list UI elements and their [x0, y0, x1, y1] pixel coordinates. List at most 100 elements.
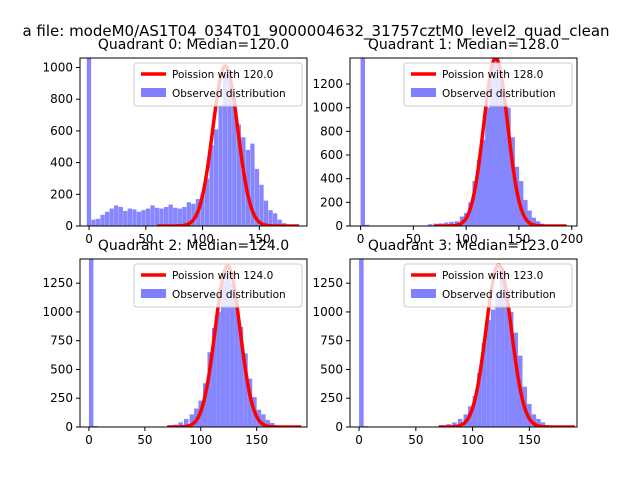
- quadrant-2-histogram-bar: [178, 422, 183, 427]
- quadrant-1-x-tick-label: 150: [507, 232, 530, 246]
- quadrant-2-title: Quadrant 2: Median=124.0: [98, 238, 289, 254]
- quadrant-2-chart: 0 50 100 150 0 250 500 750 1000 1250 Quadrant 2: M…: [42, 238, 308, 447]
- quadrant-3-histogram-bar: [477, 372, 482, 427]
- quadrant-1-histogram-bar: [472, 181, 477, 226]
- quadrant-1-axes-frame: [349, 57, 578, 227]
- quadrant-1-x-tick-label: 0: [357, 232, 365, 246]
- quadrant-2-y-tick-label: 0: [65, 420, 73, 434]
- quadrant-0-histogram-bar: [150, 205, 155, 226]
- quadrant-2-histogram-bar: [207, 352, 212, 427]
- quadrant-0-histogram-bar: [168, 204, 173, 226]
- quadrant-0-histogram-bar: [104, 211, 110, 226]
- quadrant-0-legend-observed-label: Observed distribution: [172, 88, 286, 100]
- quadrant-1-histogram-bar: [364, 224, 370, 226]
- quadrant-0-histogram-bar: [182, 206, 187, 226]
- quadrant-2-y-tick-label: 250: [50, 391, 73, 405]
- quadrant-3-histogram-bar: [452, 422, 457, 427]
- quadrant-1-histogram-bar: [449, 221, 454, 226]
- quadrant-1-histogram-bar: [360, 58, 365, 226]
- quadrant-2-histogram-bar: [211, 328, 217, 427]
- quadrant-1-legend-observed-label: Observed distribution: [442, 88, 556, 100]
- quadrant-2-y-tick-label: 500: [50, 362, 73, 376]
- quadrant-1-y-tick-label: 1200: [312, 77, 343, 91]
- quadrant-1-y-tick-label: 0: [335, 219, 343, 233]
- quadrant-1-y-tick-label: 800: [320, 124, 343, 138]
- quadrant-3-histogram-bar: [481, 343, 487, 427]
- quadrant-2-histogram-bar: [203, 383, 208, 427]
- quadrant-3-y-tick-label: 0: [335, 420, 343, 434]
- quadrant-1-legend-poisson-label: Poission with 128.0: [442, 69, 543, 81]
- quadrant-3-y-tick-label: 1000: [312, 305, 343, 319]
- quadrant-0-histogram-bar: [114, 205, 119, 226]
- quadrant-0-y-tick-label: 1000: [42, 61, 73, 75]
- quadrant-2-histogram-bar: [229, 283, 235, 427]
- quadrant-1-histogram-bar: [480, 139, 486, 226]
- quadrant-0-histogram-bar: [254, 168, 260, 226]
- quadrant-1-chart: 0 50 100 150 200 0 200 400 600 800 1000 1200 Quadran…: [312, 37, 583, 246]
- quadrant-3-legend-observed-label: Observed distribution: [442, 289, 556, 301]
- quadrant-0-legend: Poission with 120.0 Observed distribution: [133, 62, 303, 107]
- quadrant-3-histogram-bar: [495, 292, 500, 427]
- quadrant-2-legend-box: [133, 263, 303, 308]
- quadrant-1-histogram-bar: [485, 107, 490, 226]
- quadrant-0-histogram-bar: [95, 218, 101, 226]
- quadrant-0-histogram-bar: [259, 184, 264, 226]
- quadrant-1-title: Quadrant 1: Median=128.0: [368, 37, 559, 53]
- quadrant-3-plot-area: [359, 259, 576, 427]
- quadrant-3-histogram-bar: [513, 332, 518, 427]
- quadrant-2-histogram-bar: [189, 414, 195, 427]
- quadrant-0-histogram-bar: [200, 194, 205, 226]
- quadrant-3-histogram-bar: [540, 422, 546, 427]
- quadrant-2-y-tick-label: 1000: [42, 305, 73, 319]
- quadrant-1-y-tick-label: 200: [320, 195, 343, 209]
- quadrant-1-legend: Poission with 128.0 Observed distribution: [403, 62, 573, 107]
- quadrant-1-legend-box: [403, 62, 573, 107]
- quadrant-0-y-tick-label: 200: [50, 187, 73, 201]
- quadrant-0-histogram-bar: [213, 129, 219, 226]
- quadrant-2-x-tick-label: 0: [85, 433, 93, 447]
- quadrant-3-x-tick-label: 0: [355, 433, 363, 447]
- quadrant-2-histogram-bar: [220, 280, 226, 427]
- quadrant-0-histogram-bar: [132, 209, 137, 226]
- quadrant-0-histogram-bar: [173, 207, 178, 226]
- quadrant-0-histogram-bar: [241, 137, 246, 226]
- quadrant-1-histogram-bar: [510, 137, 515, 226]
- quadrant-2-histogram-bar: [183, 418, 189, 427]
- quadrant-3-histogram-bar: [472, 395, 478, 427]
- quadrant-0-legend-poisson-label: Poission with 120.0: [172, 69, 273, 81]
- quadrant-2-y-tick-label: 1250: [42, 276, 73, 290]
- quadrant-3-title: Quadrant 3: Median=123.0: [368, 238, 559, 254]
- quadrant-2-y-tick-label: 750: [50, 334, 73, 348]
- quadrant-3-histogram-bar: [359, 259, 364, 427]
- quadrant-2-histogram-bar: [270, 422, 275, 427]
- quadrant-1-legend-observed-swatch: [411, 88, 436, 97]
- quadrant-1-histogram-bar: [506, 107, 511, 226]
- quadrant-0-histogram-bar: [186, 202, 192, 226]
- quadrant-0-histogram-bar: [191, 203, 196, 226]
- quadrant-1-histogram-bar: [489, 78, 494, 226]
- quadrant-0-histogram-bar: [268, 210, 273, 226]
- quadrant-3-x-tick-label: 100: [461, 433, 484, 447]
- quadrant-2-x-tick-label: 150: [245, 433, 268, 447]
- quadrant-0-histogram-bar: [272, 213, 278, 226]
- quadrant-1-histogram-bar: [502, 98, 507, 226]
- quadrant-0-histogram-bar: [250, 143, 255, 226]
- quadrant-2-x-tick-label: 100: [189, 433, 212, 447]
- quadrant-3-y-tick-label: 1250: [312, 276, 343, 290]
- quadrant-1-x-tick-label: 50: [406, 232, 421, 246]
- quadrant-0-legend-observed-swatch: [141, 88, 166, 97]
- quadrant-2-histogram-bar: [238, 326, 244, 427]
- quadrant-3-legend-box: [403, 263, 573, 308]
- quadrant-3-y-tick-label: 250: [320, 391, 343, 405]
- quadrant-0-histogram-bar: [86, 58, 92, 226]
- quadrant-3-histogram-bar: [490, 309, 496, 427]
- quadrant-0-histogram-bar: [141, 210, 146, 226]
- quadrant-1-histogram-bar: [493, 60, 499, 226]
- quadrant-2-histogram-bar: [247, 378, 253, 427]
- quadrant-1-histogram-bar: [531, 217, 537, 226]
- quadrant-0-x-tick-label: 100: [191, 232, 214, 246]
- quadrant-0-histogram-bar: [277, 219, 282, 226]
- quadrant-0-histogram-bar: [209, 145, 214, 226]
- quadrant-0-x-tick-label: 0: [85, 232, 93, 246]
